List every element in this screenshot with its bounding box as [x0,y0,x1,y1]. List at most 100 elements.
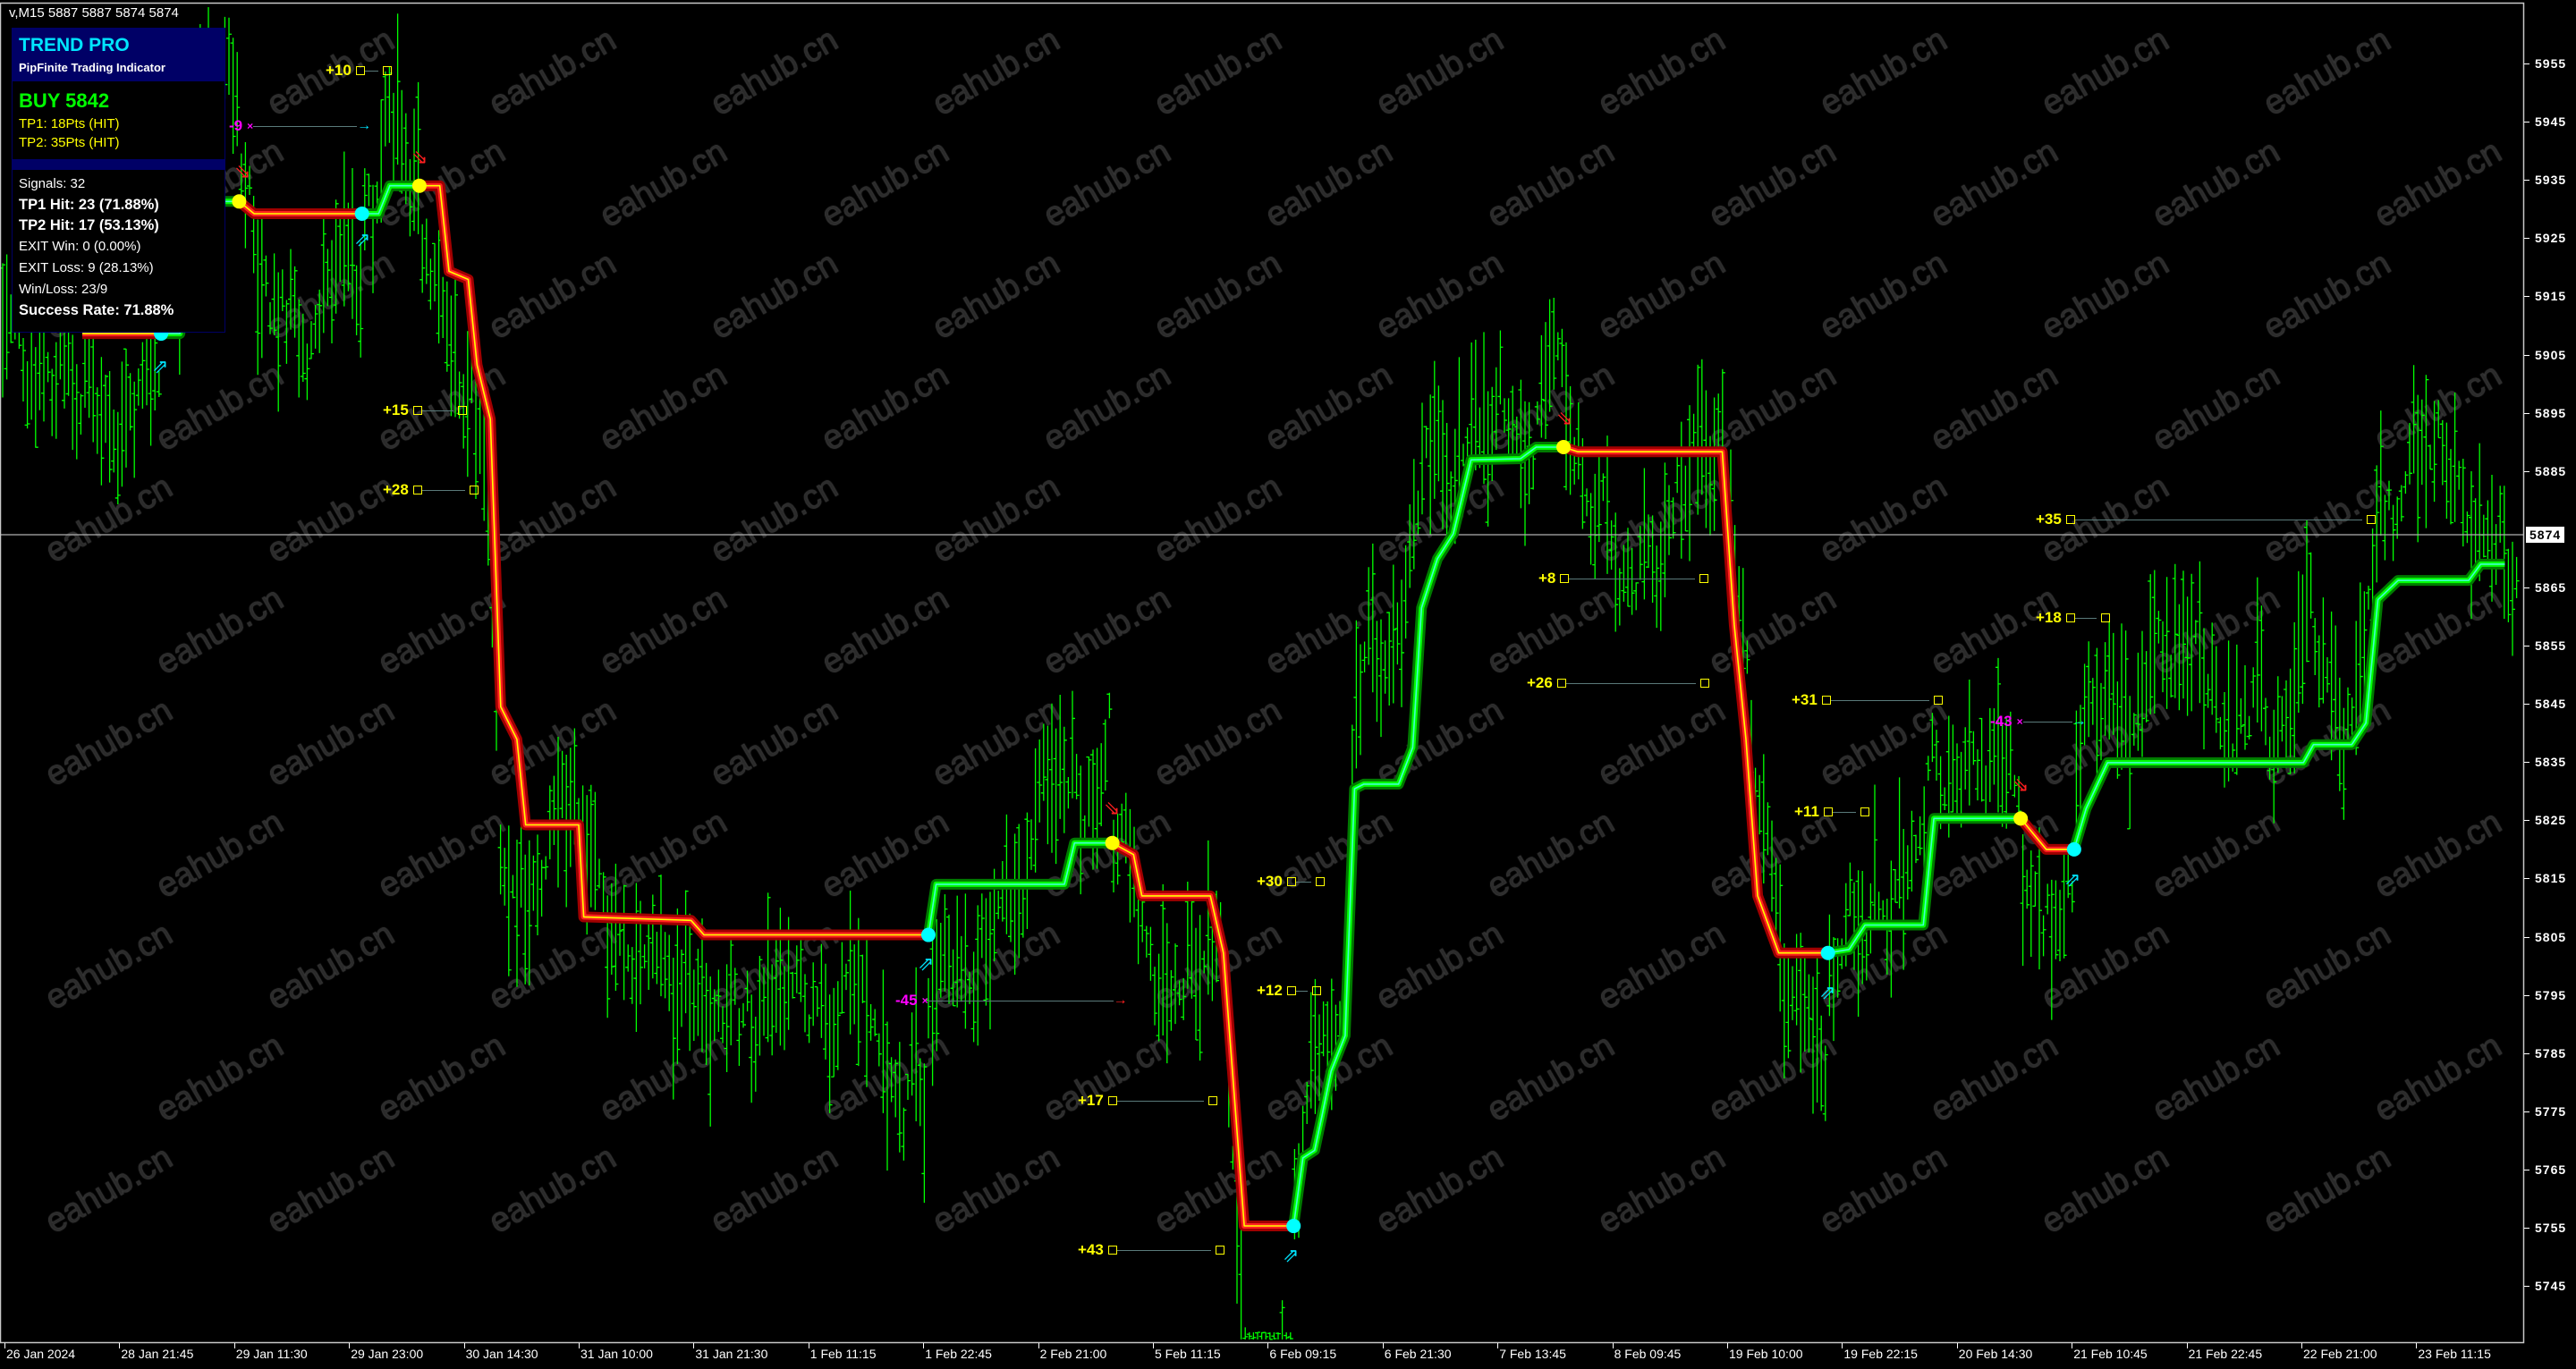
annotation-text: +26 [1527,674,1553,691]
annotation-text: +10 [326,62,352,79]
uptrend-segment [2072,561,2505,850]
signal-label: BUY 5842 [19,89,110,112]
price-bar [860,954,866,1003]
price-bar [2510,541,2515,656]
price-tick [2524,1052,2529,1054]
time-tick [693,1343,695,1348]
price-tick-label: 5795 [2535,987,2567,1002]
buy-arrow-icon: ⇗ [1819,981,1836,1003]
price-bar [810,962,817,1027]
price-bar [2345,687,2351,744]
buy-signal-dot [1820,945,1835,960]
price-bar [2131,713,2137,746]
price-bar [4,254,10,380]
price-bar [1909,810,1915,892]
price-bar [1801,955,1808,1052]
uptrend-segment [2073,563,2505,850]
price-bar [2292,621,2298,773]
time-tick [1267,1343,1269,1348]
price-bar [2238,697,2244,734]
price-bar [687,913,693,1052]
checkbox-marker-icon [1286,877,1296,886]
price-bar [114,411,121,505]
checkbox-marker-icon [2065,613,2075,622]
stop-loss-label: -43 × → [1990,713,2087,731]
price-bar [987,892,993,1030]
downtrend-segment [1112,841,1294,1227]
price-bar [2065,849,2072,899]
price-bar [1255,1331,1260,1339]
price-bar [464,331,470,477]
price-bar [423,218,429,284]
price-bar [73,364,80,460]
price-bar [2222,691,2227,788]
connector-line [364,70,378,72]
price-bar [1662,462,1668,598]
annotation-text: -9 [229,117,243,134]
price-bar [1979,717,1985,802]
price-bar [962,893,969,1029]
price-bar [954,895,961,1008]
price-bar [1358,644,1363,756]
price-bar [1641,468,1648,600]
price-bar [304,343,310,401]
price-bar [1934,730,1939,781]
price-bar [674,908,681,1065]
price-bar [2246,715,2252,740]
tp2-hit-stat: TP2 Hit: 17 (53.13%) [19,217,159,233]
price-bar [2411,365,2417,474]
price-bar [1513,416,1520,458]
price-bar [394,13,401,165]
price-bar [769,964,775,1056]
checkbox-marker-icon [1107,1246,1117,1255]
price-bar [1242,1327,1249,1339]
sell-arrow-icon: ⇘ [2012,773,2029,796]
price-bar [448,295,454,417]
price-bar [1246,1332,1252,1339]
price-bar [843,963,849,991]
price-bar [1049,703,1055,853]
checkbox-marker-icon [469,486,479,494]
price-bar [284,300,290,364]
time-tick-label: 29 Jan 23:00 [351,1347,424,1361]
checkbox-marker-icon [1107,1096,1117,1105]
time-tick-label: 1 Feb 11:15 [809,1347,877,1361]
price-bar [1996,657,2001,813]
price-bar [505,825,512,976]
price-bar [325,249,331,307]
price-bar [1029,819,1034,870]
price-bar [1962,727,1969,790]
price-bar [934,919,940,1052]
price-bar [353,265,360,335]
buy-signal-dot [2066,841,2081,857]
price-bar [2081,663,2088,746]
price-bar [1250,1332,1257,1339]
price-bar [1810,976,1816,1114]
price-bar [1613,512,1619,632]
price-bar [732,968,738,1005]
price-bar [1522,401,1528,546]
price-bar [588,784,594,908]
price-bar [880,969,886,1113]
price-bar [2078,705,2083,812]
price-bar [613,863,619,992]
price-bar [2452,393,2458,522]
price-bar [1004,814,1010,934]
price-bar [2377,410,2384,537]
price-bar [773,940,779,1033]
price-bar [53,342,59,439]
price-bar [2037,827,2042,970]
price-bar [2156,611,2162,644]
price-bar [633,883,640,1033]
price-tick [2524,412,2529,414]
connector-line [1565,682,1696,684]
price-bar [662,932,668,999]
price-bar [1205,840,1211,995]
price-bar [1073,754,1080,799]
price-tick [2524,296,2529,298]
checkbox-marker-icon [1215,1246,1224,1255]
price-tick-label: 5815 [2535,871,2567,886]
price-bar [2040,915,2046,957]
price-bar [131,381,138,478]
